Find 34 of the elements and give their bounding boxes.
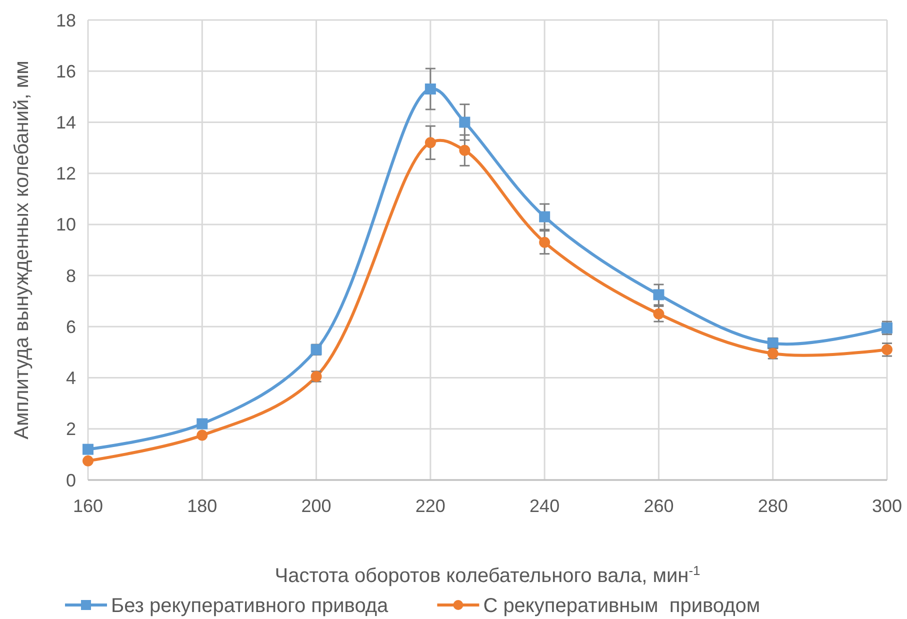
point — [539, 236, 550, 248]
legend-label: Без рекуперативного привода — [111, 595, 390, 617]
x-tick-label: 180 — [187, 496, 218, 516]
point — [82, 455, 94, 466]
y-tick-label: 0 — [66, 470, 76, 490]
point — [539, 211, 550, 222]
point — [424, 84, 436, 94]
y-axis-title: Амплитуда вынужденных колебаний, мм — [11, 60, 33, 440]
point — [653, 308, 664, 320]
point — [82, 444, 94, 455]
x-tick-label: 200 — [301, 496, 332, 516]
x-tick-label: 220 — [415, 496, 446, 516]
legend-label: С рекуперативным приводом — [483, 595, 760, 617]
x-tick-label: 160 — [72, 496, 104, 516]
y-tick-label: 18 — [56, 10, 76, 30]
point — [459, 116, 470, 128]
y-tick-label: 10 — [56, 214, 76, 235]
point — [424, 137, 436, 148]
x-tick-label: 300 — [872, 496, 902, 516]
point — [653, 289, 664, 300]
x-axis-title: Частота оборотов колебательного вала, мин$^{-1}$ — [274, 562, 700, 587]
x-tick-label: 280 — [758, 496, 788, 516]
point — [196, 418, 208, 430]
point — [196, 430, 208, 441]
y-tick-label: 12 — [56, 164, 76, 184]
y-tick-label: 14 — [56, 112, 76, 133]
y-tick-label: 2 — [66, 419, 76, 440]
x-tick-label: 240 — [530, 496, 560, 516]
x-tick-label: 260 — [644, 496, 674, 516]
y-tick-label: 8 — [66, 266, 76, 286]
y-tick-label: 4 — [66, 368, 76, 388]
y-tick-label: 6 — [66, 316, 76, 337]
y-tick-label: 16 — [56, 61, 76, 82]
point — [459, 144, 470, 156]
